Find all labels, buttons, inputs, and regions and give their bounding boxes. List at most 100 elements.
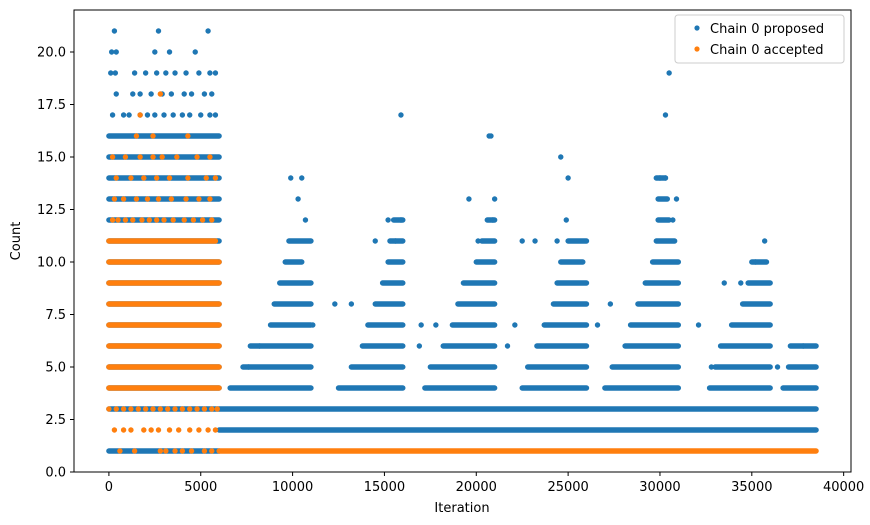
data-point — [161, 112, 167, 118]
data-point — [201, 406, 208, 412]
data-point — [150, 154, 156, 160]
data-point — [205, 28, 211, 34]
data-point — [310, 322, 316, 328]
data-point — [207, 154, 213, 160]
data-point — [708, 364, 715, 370]
y-tick-label: 15.0 — [37, 151, 66, 166]
data-point — [752, 259, 759, 265]
data-point — [203, 175, 209, 181]
data-point — [130, 217, 136, 223]
data-point — [194, 406, 200, 412]
data-point — [144, 196, 151, 202]
data-point — [113, 175, 119, 181]
data-point — [179, 448, 186, 454]
data-point — [166, 175, 173, 181]
plot-frame — [73, 9, 852, 473]
data-point — [135, 406, 141, 412]
y-tick-label: 17.5 — [37, 98, 66, 113]
data-point — [554, 238, 560, 244]
data-point — [607, 301, 614, 307]
data-point — [172, 448, 178, 454]
data-point — [163, 448, 169, 454]
data-point — [207, 70, 213, 76]
data-point — [153, 217, 160, 223]
data-point — [209, 91, 215, 97]
data-point — [112, 70, 119, 76]
data-point — [196, 196, 202, 202]
data-point — [172, 406, 178, 412]
data-point — [187, 112, 193, 118]
data-point — [174, 154, 180, 160]
data-point — [146, 217, 153, 223]
x-tick-label: 5000 — [184, 480, 217, 495]
data-point — [199, 217, 206, 223]
data-point — [130, 91, 136, 97]
data-point — [192, 49, 198, 55]
data-point — [348, 301, 355, 307]
legend-marker-accepted — [694, 46, 700, 52]
data-point — [128, 406, 134, 412]
data-point — [120, 406, 127, 412]
data-point — [137, 112, 143, 118]
data-point — [142, 406, 149, 412]
data-point — [738, 280, 744, 286]
y-tick-label: 12.5 — [37, 203, 66, 218]
data-point — [155, 427, 162, 433]
data-point — [214, 406, 220, 412]
data-point — [295, 196, 301, 202]
data-point — [172, 70, 178, 76]
data-point — [662, 112, 669, 118]
y-tick-label: 7.5 — [45, 308, 66, 323]
data-point — [168, 91, 175, 97]
data-point — [163, 70, 169, 76]
x-axis-label: Iteration — [434, 501, 489, 516]
data-point — [418, 322, 424, 328]
data-point — [166, 49, 173, 55]
data-point — [209, 406, 215, 412]
y-tick-label: 2.5 — [45, 413, 66, 428]
data-point — [721, 280, 727, 286]
data-point — [398, 112, 404, 118]
data-point — [212, 70, 219, 76]
data-point — [466, 196, 472, 202]
data-point — [144, 112, 151, 118]
data-point — [666, 70, 672, 76]
data-point — [205, 427, 211, 433]
series-1 — [106, 91, 819, 454]
data-point — [150, 406, 156, 412]
data-point — [188, 448, 195, 454]
legend: Chain 0 proposed Chain 0 accepted — [674, 14, 845, 64]
data-point — [196, 427, 202, 433]
data-point — [159, 154, 165, 160]
y-tick-label: 0.0 — [45, 466, 66, 481]
legend-marker-proposed — [694, 25, 700, 31]
data-point — [150, 133, 156, 139]
x-tick-label: 40000 — [823, 480, 864, 495]
data-point — [475, 238, 481, 244]
data-point — [133, 133, 140, 139]
data-point — [212, 112, 219, 118]
data-point — [565, 175, 571, 181]
y-axis-label: Count — [9, 222, 24, 261]
data-point — [188, 91, 195, 97]
data-point — [695, 322, 702, 328]
x-tick-label: 10000 — [272, 480, 313, 495]
data-point — [490, 217, 496, 223]
data-point — [108, 49, 115, 55]
data-point — [245, 364, 252, 370]
data-point — [212, 175, 219, 181]
y-tick-label: 20.0 — [37, 46, 66, 61]
data-point — [120, 112, 127, 118]
data-point — [657, 175, 663, 181]
data-point — [155, 28, 162, 34]
series-0 — [106, 28, 819, 454]
data-point — [113, 49, 119, 55]
data-point — [142, 70, 149, 76]
x-tick-label: 35000 — [731, 480, 772, 495]
data-point — [117, 448, 123, 454]
data-point — [207, 112, 213, 118]
data-point — [153, 70, 160, 76]
data-point — [122, 154, 129, 160]
data-point — [332, 301, 338, 307]
